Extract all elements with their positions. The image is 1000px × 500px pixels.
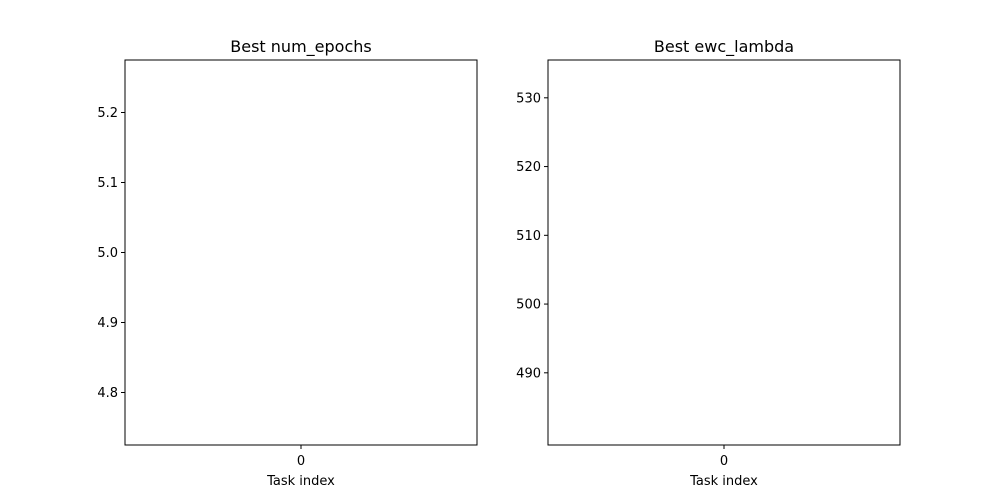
y-tick-label: 520: [516, 160, 541, 175]
y-tick-label: 510: [516, 229, 541, 244]
x-axis-label: Task index: [266, 474, 335, 489]
x-axis-label: Task index: [689, 474, 758, 489]
x-tick-label: 0: [297, 454, 305, 469]
chart-panel-num-epochs: Best num_epochs 4.8 4.9 5.0 5.1 5.2 0 Task i…: [97, 37, 478, 489]
y-tick-label: 5.1: [97, 176, 118, 191]
x-axis-ticks: 0: [720, 445, 728, 469]
x-tick-label: 0: [720, 454, 728, 469]
y-tick-label: 5.2: [97, 106, 118, 121]
y-tick-label: 530: [516, 91, 541, 106]
y-tick-label: 4.9: [97, 316, 118, 331]
y-axis-ticks: 490 500 510 520 530: [516, 91, 548, 381]
x-axis-ticks: 0: [297, 445, 305, 469]
plot-area: [124, 59, 478, 446]
y-tick-label: 4.8: [97, 386, 118, 401]
chart-title: Best num_epochs: [230, 37, 371, 57]
chart-title: Best ewc_lambda: [654, 37, 794, 57]
y-axis-ticks: 4.8 4.9 5.0 5.1 5.2: [97, 106, 125, 401]
y-tick-label: 5.0: [97, 246, 118, 261]
y-tick-label: 490: [516, 366, 541, 381]
y-tick-label: 500: [516, 298, 541, 313]
plot-area: [547, 59, 901, 446]
chart-panel-ewc-lambda: Best ewc_lambda 490 500 510 520 530 0 Task i…: [516, 37, 901, 489]
